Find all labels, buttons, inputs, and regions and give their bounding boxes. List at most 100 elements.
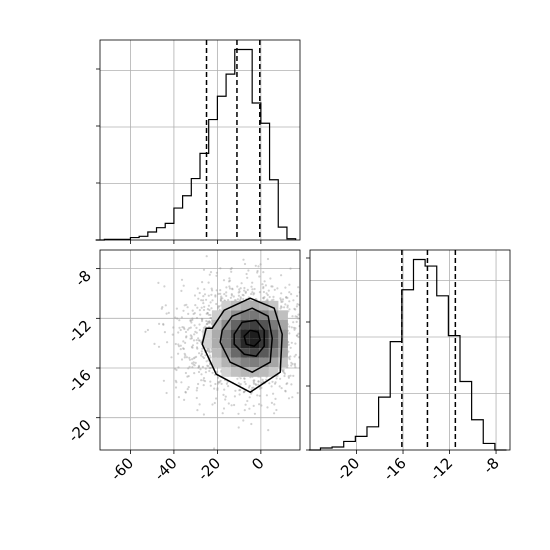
scatter-point	[202, 295, 205, 298]
scatter-point	[250, 292, 253, 296]
scatter-point	[195, 339, 198, 342]
scatter-point	[252, 404, 255, 407]
scatter-point	[237, 291, 240, 294]
scatter-point	[293, 328, 296, 331]
scatter-point	[325, 325, 327, 327]
scatter-point	[189, 319, 192, 323]
scatter-point	[185, 303, 188, 306]
scatter-point	[182, 309, 185, 312]
scatter-point	[200, 350, 203, 353]
scatter-point	[253, 379, 256, 382]
scatter-point	[265, 292, 268, 295]
scatter-point	[189, 319, 192, 322]
scatter-point	[222, 407, 226, 410]
density-cell	[230, 319, 241, 330]
scatter-point	[163, 285, 166, 288]
scatter-point	[201, 318, 204, 321]
density-contour	[201, 297, 283, 393]
scatter-point	[180, 316, 183, 319]
density-cell	[268, 357, 279, 368]
scatter-point	[272, 295, 275, 298]
scatter-point	[302, 363, 304, 365]
scatter-point	[197, 382, 200, 386]
scatter-point	[215, 274, 218, 277]
density-cell	[268, 310, 279, 320]
scatter-point	[199, 368, 202, 371]
scatter-point	[247, 269, 250, 272]
scatter-point	[192, 357, 195, 360]
scatter-point	[266, 298, 269, 301]
scatter-point	[296, 303, 299, 306]
scatter-point	[239, 297, 242, 300]
scatter-point	[252, 386, 255, 389]
scatter-point	[266, 257, 270, 261]
scatter-point	[180, 278, 184, 281]
scatter-point	[206, 311, 209, 315]
scatter-point	[270, 285, 273, 288]
scatter-point	[298, 303, 300, 306]
density-cell	[268, 348, 279, 358]
scatter-point	[198, 328, 201, 332]
scatter-point	[204, 325, 207, 328]
scatter-point	[253, 287, 256, 291]
scatter-point	[177, 345, 181, 348]
scatter-point	[246, 399, 249, 403]
scatter-point	[223, 293, 226, 296]
scatter-point	[207, 365, 210, 368]
scatter-point	[319, 300, 321, 302]
scatter-point	[259, 263, 262, 266]
scatter-point	[283, 372, 286, 375]
scatter-point	[190, 335, 193, 338]
scatter-point	[206, 364, 209, 367]
density-cell	[268, 319, 279, 330]
scatter-point	[237, 412, 240, 415]
density-cell	[202, 338, 212, 349]
scatter-point	[197, 366, 200, 369]
scatter-point	[230, 267, 233, 270]
scatter-point	[183, 398, 186, 401]
scatter-point	[184, 341, 187, 344]
scatter-point	[222, 279, 226, 282]
scatter-point	[175, 381, 178, 384]
density-cell	[240, 367, 250, 377]
scatter-point	[174, 379, 177, 382]
density-cell	[278, 310, 288, 320]
scatter-point	[206, 320, 209, 323]
scatter-point	[282, 370, 285, 373]
scatter-point	[229, 296, 232, 299]
scatter-point	[206, 347, 210, 350]
scatter-point	[186, 388, 189, 391]
scatter-point	[224, 395, 227, 398]
scatter-point	[307, 360, 309, 362]
scatter-point	[204, 371, 207, 374]
scatter-point	[207, 322, 210, 325]
scatter-point	[209, 313, 212, 317]
scatter-point	[245, 272, 248, 276]
scatter-point	[174, 367, 177, 370]
scatter-point	[162, 379, 165, 382]
scatter-point	[158, 322, 161, 325]
scatter-point	[278, 385, 281, 388]
scatter-point	[242, 390, 246, 393]
scatter-point	[190, 321, 193, 324]
x-hist-steps	[95, 48, 297, 241]
scatter-point	[230, 294, 233, 297]
scatter-point	[256, 269, 259, 273]
scatter-point	[281, 298, 285, 301]
scatter-point	[171, 333, 174, 336]
scatter-point	[281, 370, 284, 373]
scatter-point	[183, 304, 186, 307]
scatter-point	[338, 323, 340, 325]
scatter-point	[219, 297, 222, 300]
scatter-point	[225, 294, 228, 297]
scatter-point	[210, 350, 213, 353]
density-cell	[240, 348, 250, 358]
scatter-point	[265, 378, 268, 381]
scatter-point	[255, 383, 258, 386]
density-cell	[249, 367, 260, 377]
scatter-point	[297, 286, 300, 289]
scatter-point	[284, 286, 287, 289]
scatter-point	[286, 382, 289, 385]
scatter-point	[230, 404, 233, 407]
scatter-point	[297, 332, 300, 335]
